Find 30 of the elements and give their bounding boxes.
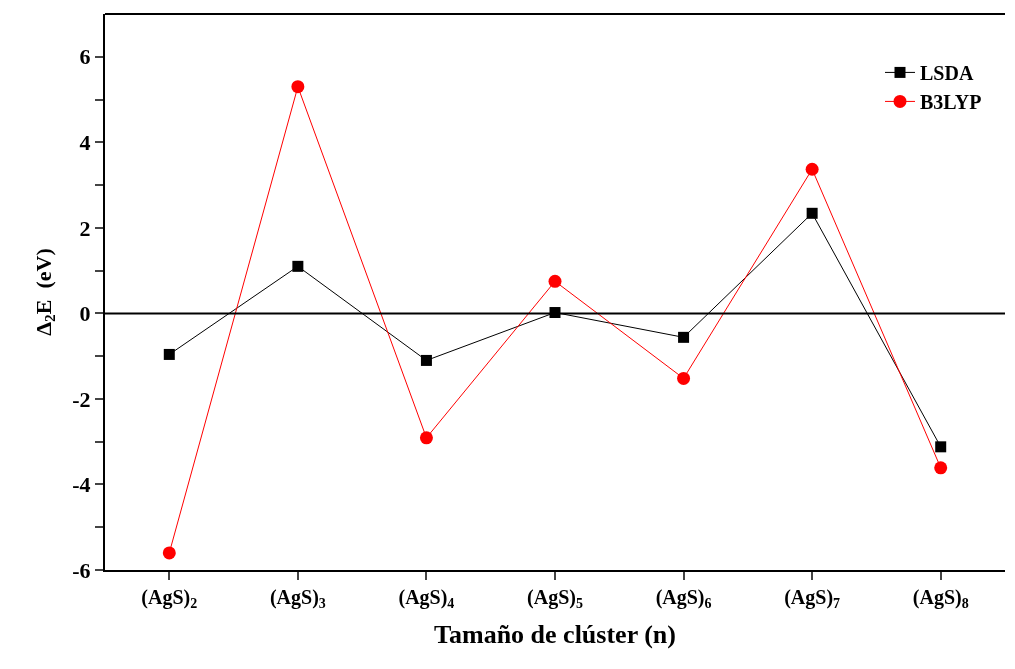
point xyxy=(291,80,305,94)
point xyxy=(163,348,175,360)
legend-label: B3LYP xyxy=(920,91,982,114)
point xyxy=(805,162,819,176)
x-tick-label: (AgS)$_{5}$ xyxy=(527,586,583,612)
x-tick-label: (AgS)$_{7}$ xyxy=(784,586,841,612)
x-tick-label: (AgS)$_{3}$ xyxy=(269,586,326,612)
y-tick-label: 6 xyxy=(79,44,91,70)
y-tick-label: 0 xyxy=(79,301,91,327)
x-axis-title: Tamaño de clúster (n) xyxy=(434,620,676,650)
y-tick-label: 2 xyxy=(79,215,91,241)
y-tick-label: 4 xyxy=(79,130,91,156)
y-tick-label: -4 xyxy=(72,472,91,498)
x-tick-label: (AgS)$_{8}$ xyxy=(912,586,969,612)
x-tick-label: (AgS)$_{4}$ xyxy=(398,586,455,612)
point xyxy=(419,431,433,445)
y-tick-label: -2 xyxy=(72,386,91,412)
x-tick-label: (AgS)$_{2}$ xyxy=(141,586,198,612)
point xyxy=(678,331,690,343)
legend-label: LSDA xyxy=(920,62,974,85)
x-tick-label: (AgS)$_{6}$ xyxy=(655,586,712,612)
point xyxy=(806,207,818,219)
point xyxy=(420,354,432,366)
point xyxy=(677,371,691,385)
point xyxy=(292,260,304,272)
point xyxy=(162,546,176,560)
point xyxy=(548,274,562,288)
point xyxy=(934,461,948,475)
point xyxy=(935,441,947,453)
y-tick-label: -6 xyxy=(72,557,91,583)
